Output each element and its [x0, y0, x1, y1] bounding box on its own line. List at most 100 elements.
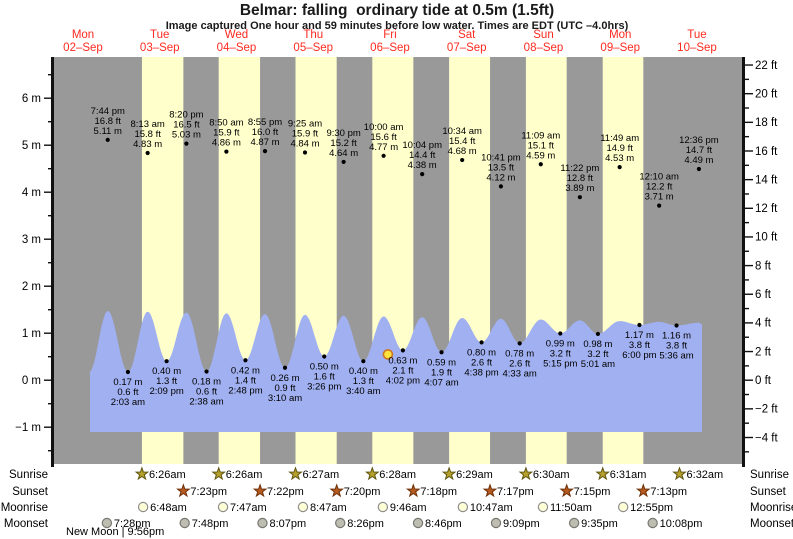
sunset-time: 7:15pm: [574, 486, 611, 498]
high-tide-dot: [381, 153, 386, 158]
right-axis-tick: [745, 236, 753, 238]
right-axis-tick: [745, 78, 749, 81]
astro-row-label-right: Moonset: [750, 518, 793, 530]
right-axis-label: 0 ft: [755, 375, 772, 387]
moonrise-time: 9:46am: [390, 502, 427, 514]
right-axis-label: 18 ft: [755, 117, 778, 129]
moonrise-icon: [217, 501, 229, 513]
moonrise-time: 10:47am: [470, 502, 513, 514]
sunset-time: 7:22pm: [267, 486, 304, 498]
day-date-label: 08–Sep: [524, 42, 564, 54]
low-tide-annotation: 0.63 m 2.1 ft 4:02 pm: [386, 355, 420, 386]
low-tide-annotation: 0.50 m 1.6 ft 3:26 pm: [307, 362, 341, 393]
astro-row-label-left: Sunrise: [9, 469, 48, 481]
right-axis-tick: [745, 64, 753, 66]
low-tide-dot: [517, 341, 522, 346]
moonset-time: 8:26pm: [347, 518, 384, 530]
right-axis-label: 16 ft: [755, 146, 778, 158]
chart-subtitle: Image captured One hour and 59 minutes b…: [166, 20, 629, 32]
right-axis-tick: [745, 451, 749, 453]
right-axis-label: 6 ft: [755, 289, 772, 301]
moonset-icon: [412, 517, 424, 529]
low-tide-annotation: 0.40 m 1.3 ft 2:09 pm: [149, 366, 183, 397]
sunrise-icon: [672, 466, 687, 481]
left-axis-label: 5 m: [22, 140, 41, 152]
right-axis-tick: [745, 307, 749, 310]
moonrise-time: 6:48am: [150, 502, 187, 514]
day-name-label: Tue: [150, 29, 169, 41]
moonset-icon: [490, 517, 502, 529]
low-tide-annotation: 0.42 m 1.4 ft 2:48 pm: [228, 365, 262, 396]
right-axis-line: [742, 57, 745, 467]
moonset-icon: [568, 517, 580, 529]
right-axis-label: 10 ft: [755, 232, 778, 244]
tide-curve: [90, 310, 702, 432]
high-tide-annotation: 8:50 am 15.9 ft 4.86 m: [209, 118, 243, 149]
right-axis-tick: [745, 393, 749, 396]
right-axis-tick: [745, 422, 749, 424]
left-axis-tick: [48, 356, 52, 358]
moonrise-icon: [617, 501, 629, 513]
sunrise-time: 6:26am: [226, 469, 263, 481]
low-tide-dot: [595, 331, 601, 337]
right-axis-tick: [745, 264, 753, 267]
right-axis-tick: [745, 92, 753, 95]
left-axis-tick: [48, 121, 52, 123]
low-tide-dot: [204, 369, 209, 374]
high-tide-annotation: 10:04 pm 14.4 ft 4.38 m: [402, 140, 442, 171]
low-tide-dot: [243, 358, 248, 363]
low-tide-dot: [439, 350, 444, 355]
low-tide-dot: [558, 331, 563, 336]
left-axis-tick: [44, 285, 52, 287]
low-tide-dot: [322, 354, 327, 359]
left-axis-tick: [44, 97, 52, 99]
low-tide-annotation: 0.98 m 3.2 ft 5:01 am: [581, 339, 615, 370]
low-tide-annotation: 0.26 m 0.9 ft 3:10 am: [268, 373, 302, 404]
moonset-icon: [335, 517, 346, 529]
sunrise-time: 6:32am: [687, 469, 724, 481]
right-axis-tick: [745, 250, 749, 252]
day-date-label: 02–Sep: [63, 42, 103, 54]
new-moon-label: New Moon | 9:56pm: [66, 526, 164, 538]
left-axis-tick: [48, 215, 52, 217]
moonrise-icon: [377, 501, 389, 513]
right-axis-label: −2 ft: [755, 404, 779, 416]
sunrise-time: 6:31am: [610, 469, 647, 481]
left-axis-tick: [48, 262, 52, 264]
right-axis-label: 2 ft: [755, 346, 772, 358]
sunset-icon: [482, 483, 498, 498]
sunrise-time: 6:29am: [456, 469, 493, 481]
sunset-time: 7:18pm: [420, 486, 457, 498]
left-axis-line: [51, 57, 54, 467]
left-axis-label: 2 m: [22, 281, 41, 293]
high-tide-annotation: 9:30 pm 15.2 ft 4.64 m: [326, 128, 360, 159]
astro-row-label-left: Moonrise: [1, 502, 48, 514]
low-tide-annotation: 0.59 m 1.9 ft 4:07 am: [424, 357, 458, 388]
low-tide-dot: [674, 323, 679, 328]
sunset-icon: [329, 483, 345, 498]
right-axis-tick: [745, 322, 753, 324]
astro-row-label-right: Moonrise: [750, 502, 793, 514]
low-tide-annotation: 0.17 m 0.6 ft 2:03 am: [111, 377, 145, 408]
low-tide-dot: [164, 359, 169, 364]
left-axis-tick: [48, 74, 52, 76]
high-tide-dot: [577, 195, 582, 200]
low-tide-annotation: 0.40 m 1.3 ft 3:40 am: [346, 366, 380, 397]
left-axis-label: 1 m: [22, 328, 41, 340]
right-axis-label: 12 ft: [755, 203, 778, 215]
day-date-label: 10–Sep: [677, 42, 717, 54]
right-axis-tick: [745, 193, 749, 195]
right-axis-tick: [745, 221, 749, 224]
right-axis-tick: [745, 207, 753, 209]
high-tide-annotation: 10:41 pm 13.5 ft 4.12 m: [481, 152, 521, 183]
high-tide-dot: [538, 162, 543, 167]
moonset-time: 9:09pm: [503, 518, 540, 530]
high-tide-dot: [657, 203, 662, 208]
low-tide-annotation: 1.17 m 3.8 ft 6:00 pm: [622, 330, 656, 361]
sunrise-time: 6:28am: [379, 469, 416, 481]
astro-row-label-left: Sunset: [12, 486, 49, 498]
sunrise-icon: [288, 466, 303, 481]
moonset-time: 7:28pm: [114, 518, 151, 530]
moonset-time: 9:35pm: [581, 518, 618, 530]
right-axis-label: 22 ft: [755, 60, 778, 72]
